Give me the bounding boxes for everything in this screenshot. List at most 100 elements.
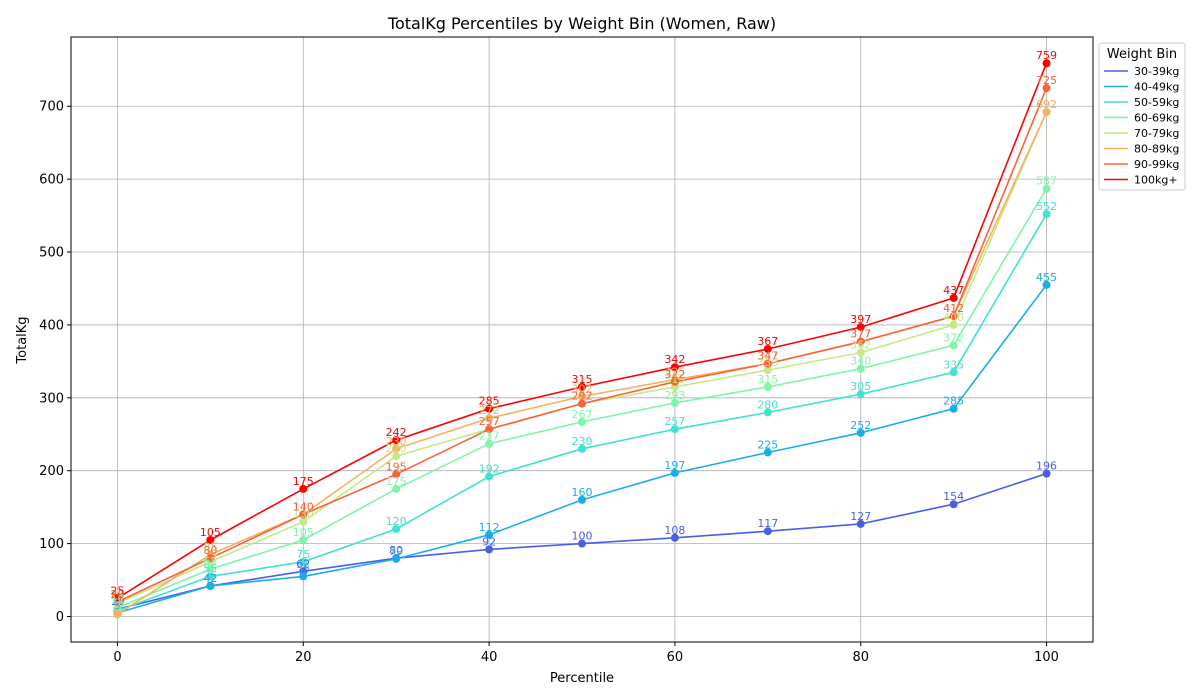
data-label: 725 (1036, 74, 1057, 87)
y-tick-label: 500 (39, 246, 64, 261)
data-label: 302 (572, 382, 593, 395)
data-label: 192 (479, 463, 500, 476)
data-point (1042, 108, 1051, 117)
data-label: 8 (114, 597, 121, 610)
data-label: 80 (389, 544, 403, 557)
data-label: 154 (943, 490, 964, 503)
data-point (949, 312, 958, 321)
data-label: 117 (757, 517, 778, 530)
data-point (949, 293, 958, 302)
y-axis-label: TotalKg (15, 316, 30, 364)
legend-items: 30-39kg 40-49kg 50-59kg 60-69kg 70-79kg 80-89… (1104, 65, 1179, 187)
chart-title: TotalKg Percentiles by Weight Bin (Women… (387, 14, 776, 33)
data-label: 437 (943, 284, 964, 297)
data-point (578, 539, 586, 548)
data-label: 225 (757, 438, 778, 451)
x-tick-label: 100 (1034, 650, 1059, 665)
data-point (856, 364, 865, 373)
data-label: 108 (664, 524, 685, 537)
y-tick-label: 200 (39, 464, 64, 479)
data-label: 692 (1036, 98, 1057, 111)
data-point (1042, 184, 1051, 193)
data-label: 242 (386, 426, 407, 439)
data-point (763, 359, 772, 368)
data-label: 322 (664, 368, 685, 381)
data-point (392, 436, 401, 445)
y-tick-label: 300 (39, 391, 64, 406)
data-label: 80 (203, 544, 217, 557)
data-label: 175 (293, 475, 314, 488)
data-point (578, 495, 586, 504)
data-label: 252 (850, 419, 871, 432)
data-point (670, 363, 679, 372)
data-point (856, 428, 865, 437)
y-axis-ticks: 0 100 200 300 400 500 600 700 (39, 100, 71, 625)
legend-entry: 70-79kg (1134, 127, 1179, 140)
x-tick-label: 80 (852, 650, 869, 665)
data-label: 197 (664, 459, 685, 472)
data-point (578, 399, 586, 408)
data-label: 285 (943, 395, 964, 408)
data-label: 257 (479, 415, 500, 428)
data-point (856, 390, 865, 399)
data-point (299, 572, 308, 581)
data-point (485, 545, 494, 554)
data-label: 55 (203, 562, 217, 575)
data-point (578, 392, 586, 401)
data-point (1042, 469, 1051, 478)
data-point (949, 404, 958, 413)
data-point (856, 337, 865, 346)
data-label: 196 (1036, 460, 1057, 473)
series-line (117, 62, 1048, 599)
data-point (392, 452, 401, 461)
plot-frame (70, 36, 1094, 643)
data-label: 42 (203, 572, 217, 585)
data-point (392, 554, 401, 563)
data-label: 160 (572, 486, 593, 499)
data-label: 175 (386, 475, 407, 488)
x-tick-label: 0 (113, 650, 121, 665)
x-tick-label: 40 (481, 650, 498, 665)
data-point (856, 348, 865, 357)
series-line (117, 87, 1048, 603)
data-label: 759 (1036, 49, 1057, 62)
data-point (485, 425, 494, 434)
data-label: 412 (943, 302, 964, 315)
data-label: 100 (572, 530, 593, 543)
data-label: 692 (1036, 98, 1057, 111)
data-label: 220 (386, 442, 407, 455)
data-point (392, 525, 401, 534)
data-point (763, 448, 772, 457)
y-tick-label: 600 (39, 173, 64, 188)
data-label: 455 (1036, 271, 1057, 284)
data-point (1042, 280, 1051, 289)
data-point (485, 404, 494, 413)
data-point (392, 444, 401, 453)
x-axis-label: Percentile (550, 671, 614, 686)
data-label: 3 (114, 600, 121, 613)
data-label: 552 (1036, 200, 1057, 213)
y-tick-label: 100 (39, 537, 64, 552)
data-point (670, 425, 679, 434)
data-point (949, 500, 958, 509)
data-point (206, 535, 215, 544)
data-point (1042, 210, 1051, 219)
data-label: 230 (386, 435, 407, 448)
data-label: 292 (572, 390, 593, 403)
data-label: 112 (479, 521, 500, 534)
data-point (113, 594, 122, 603)
data-point (299, 535, 308, 544)
data-label: 338 (757, 356, 778, 369)
data-label: 293 (664, 389, 685, 402)
data-point (485, 472, 494, 481)
x-tick-label: 20 (295, 650, 312, 665)
data-label: 397 (850, 313, 871, 326)
data-label: 362 (850, 339, 871, 352)
data-label: 130 (293, 508, 314, 521)
data-point (763, 344, 772, 353)
data-point (206, 572, 215, 581)
data-label: 12 (110, 594, 124, 607)
data-label: 272 (479, 404, 500, 417)
